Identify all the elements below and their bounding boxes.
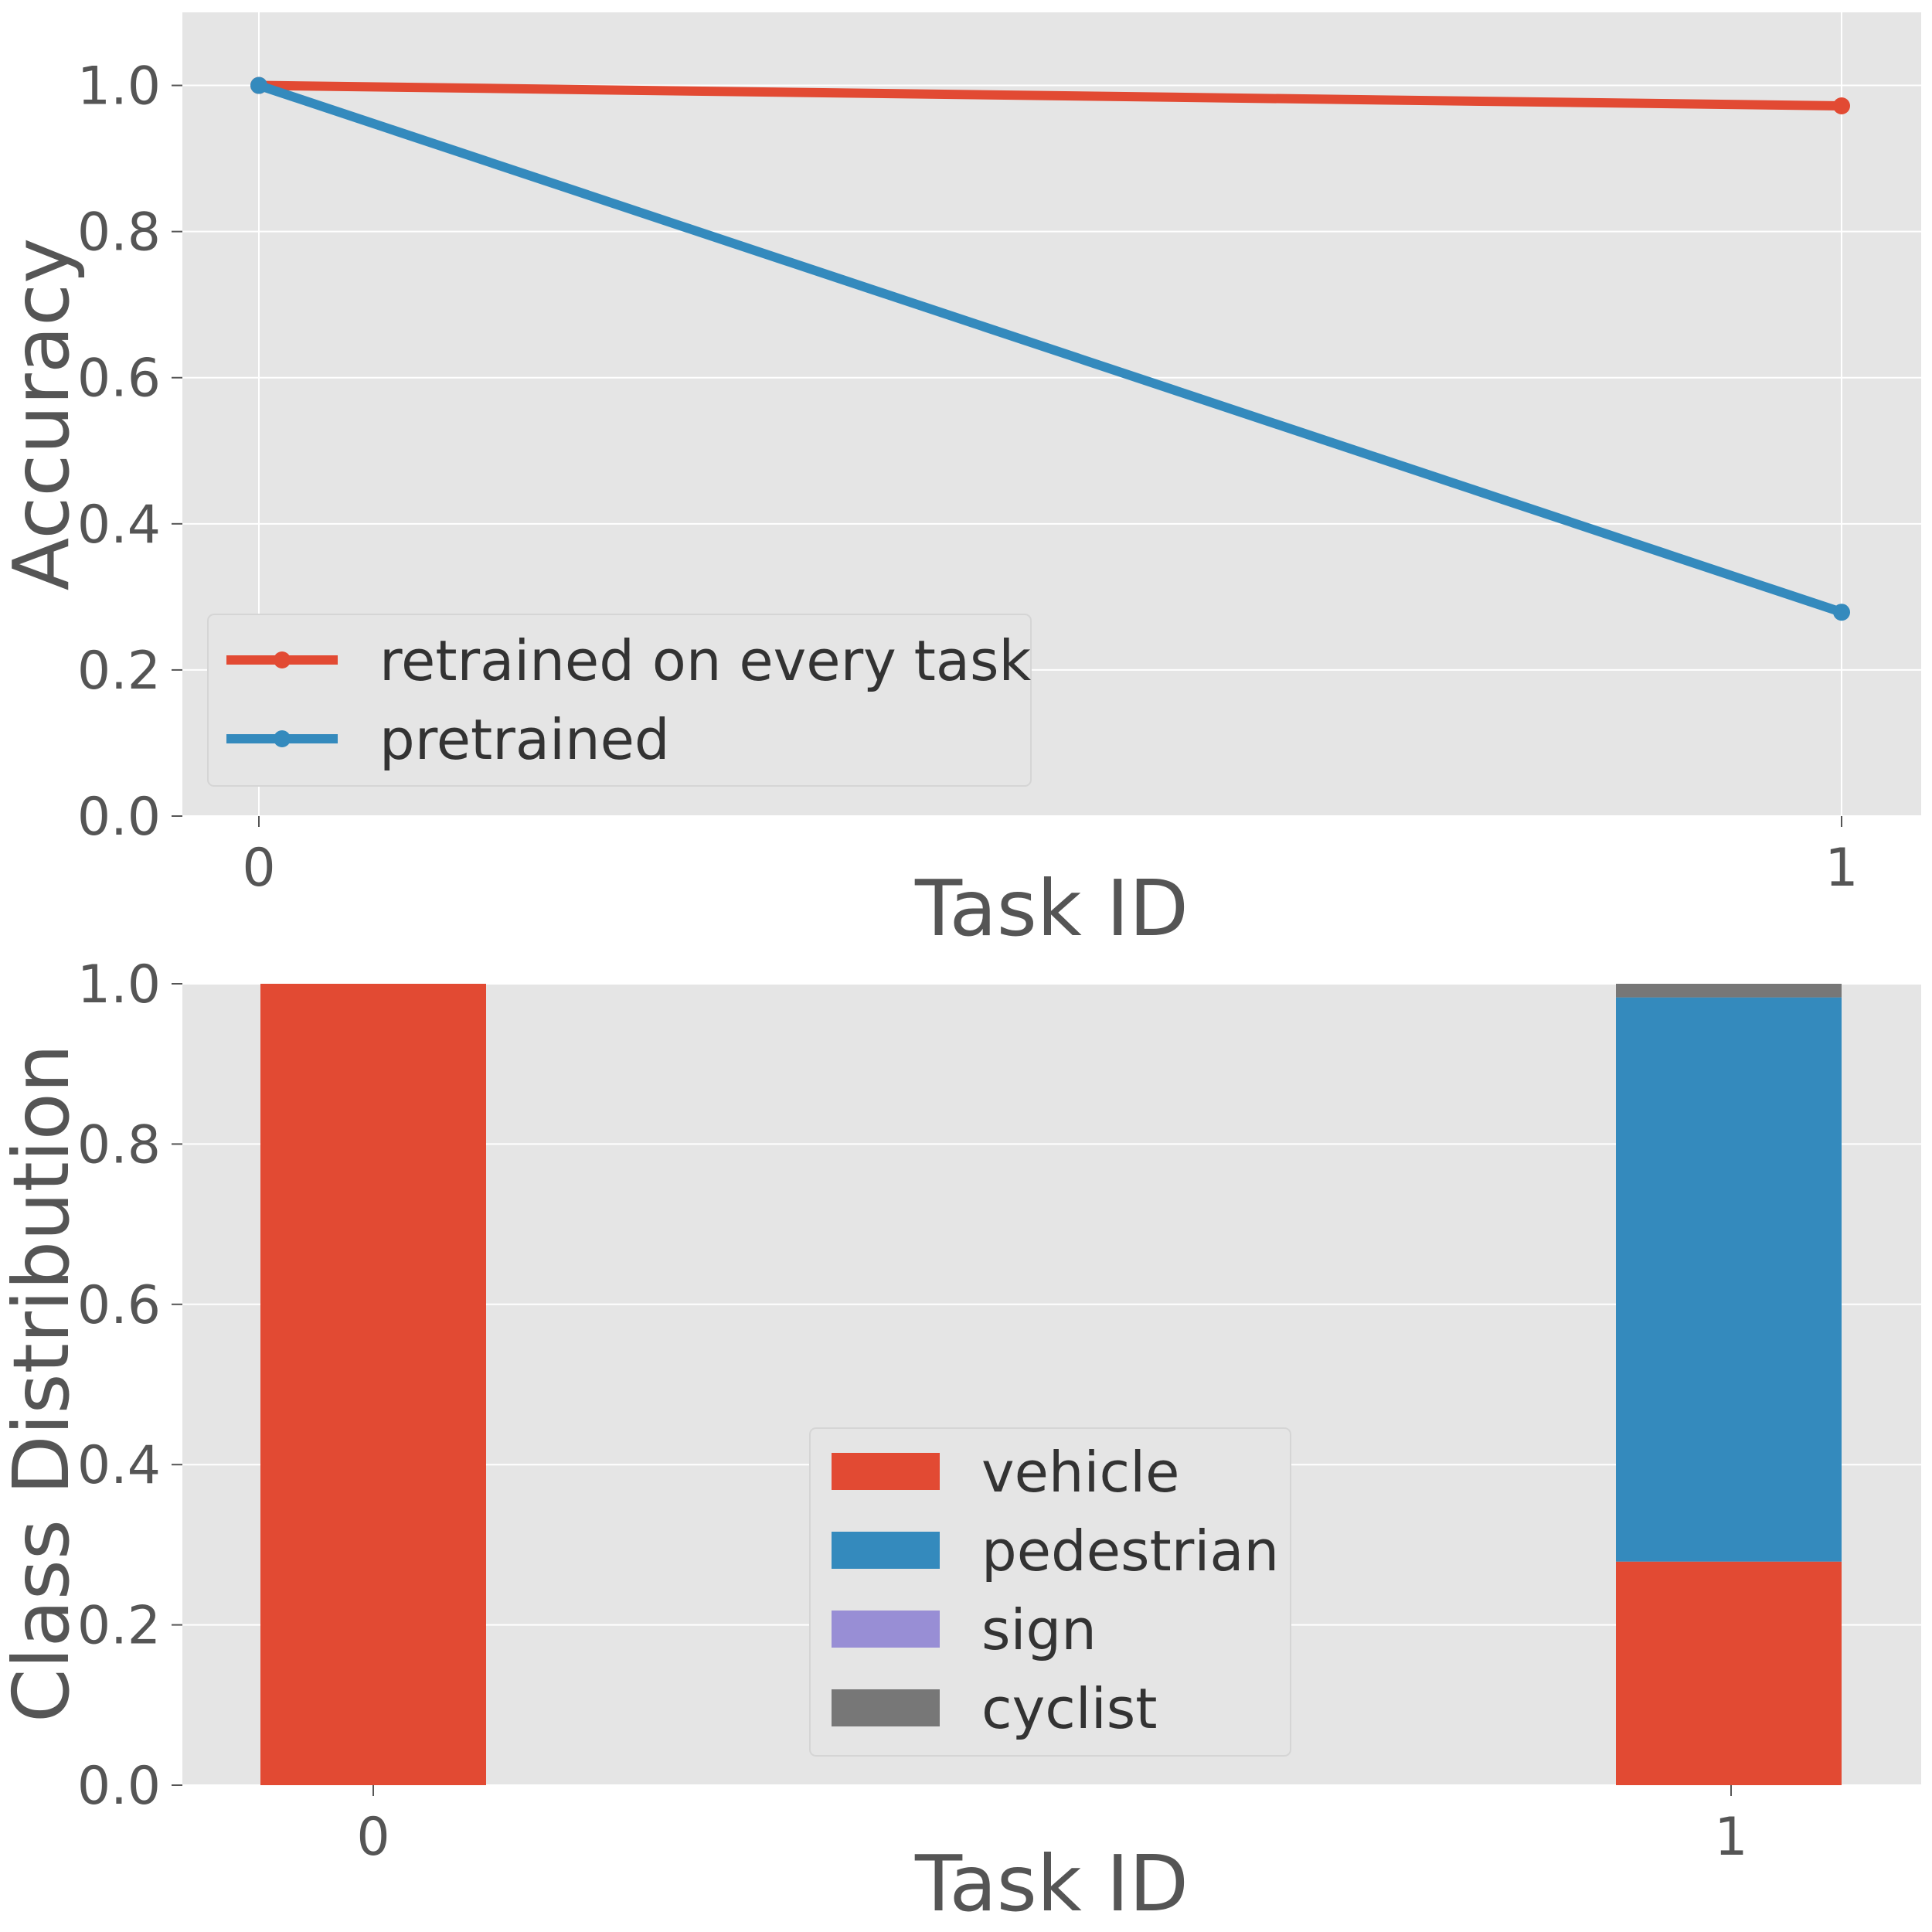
distribution-legend-label: cyclist	[981, 1676, 1158, 1741]
distribution-bar-segment	[1616, 1561, 1842, 1785]
accuracy-x-tick-label: 1	[1825, 838, 1858, 899]
distribution-y-ticks: 0.0 0.2 0.4 0.6 0.8 1.0	[77, 954, 182, 1817]
accuracy-y-tick-label: 0.6	[77, 349, 161, 410]
accuracy-x-tick-label: 0	[242, 838, 275, 899]
distribution-y-tick-label: 1.0	[77, 954, 161, 1015]
distribution-legend-box	[809, 1427, 1291, 1757]
distribution-y-tick-label: 0.4	[77, 1435, 161, 1496]
distribution-legend-label: sign	[981, 1597, 1097, 1662]
distribution-x-axis-label: Task ID	[914, 1838, 1189, 1929]
accuracy-data-point	[1833, 604, 1850, 621]
distribution-legend-swatch	[832, 1689, 940, 1726]
accuracy-data-point	[250, 77, 267, 94]
distribution-x-tick-label: 0	[356, 1807, 389, 1868]
accuracy-y-tick-label: 0.4	[77, 495, 161, 556]
distribution-y-axis-label: Class Distribution	[0, 1044, 87, 1723]
distribution-legend: vehicle pedestrian sign cyclist	[809, 1427, 1291, 1757]
accuracy-series	[250, 77, 1850, 621]
distribution-bar-segment	[260, 984, 486, 1785]
accuracy-y-tick-label: 0.8	[77, 202, 161, 264]
accuracy-y-axis-label: Accuracy	[0, 238, 87, 591]
accuracy-legend-marker	[274, 730, 291, 747]
distribution-y-tick-label: 0.8	[77, 1114, 161, 1175]
distribution-y-tick-label: 0.0	[77, 1756, 161, 1817]
accuracy-data-point	[1833, 97, 1850, 115]
accuracy-legend-box	[207, 614, 1032, 787]
accuracy-legend-marker	[274, 651, 291, 668]
distribution-legend-label: pedestrian	[981, 1519, 1279, 1583]
distribution-legend-swatch	[832, 1453, 940, 1490]
distribution-bar-segment	[1616, 984, 1842, 998]
accuracy-series-line	[254, 80, 1846, 111]
distribution-y-tick-label: 0.2	[77, 1596, 161, 1657]
distribution-y-tick-label: 0.6	[77, 1275, 161, 1336]
distribution-bars	[260, 984, 1842, 1785]
distribution-legend-label: vehicle	[981, 1440, 1179, 1505]
accuracy-series-line	[254, 80, 1846, 617]
distribution-legend-swatch	[832, 1611, 940, 1648]
accuracy-x-axis-label: Task ID	[914, 863, 1189, 954]
accuracy-legend-label: pretrained	[379, 707, 670, 772]
distribution-x-tick-label: 1	[1714, 1807, 1747, 1868]
accuracy-legend-label: retrained on every task	[379, 628, 1032, 693]
distribution-legend-swatch	[832, 1532, 940, 1569]
accuracy-y-tick-label: 1.0	[77, 56, 161, 117]
distribution-bar-segment	[1616, 997, 1842, 1562]
accuracy-y-ticks: 0.0 0.2 0.4 0.6 0.8 1.0	[77, 56, 182, 848]
accuracy-y-tick-label: 0.2	[77, 641, 161, 702]
accuracy-y-tick-label: 0.0	[77, 787, 161, 848]
accuracy-legend: retrained on every task pretrained	[207, 614, 1032, 787]
